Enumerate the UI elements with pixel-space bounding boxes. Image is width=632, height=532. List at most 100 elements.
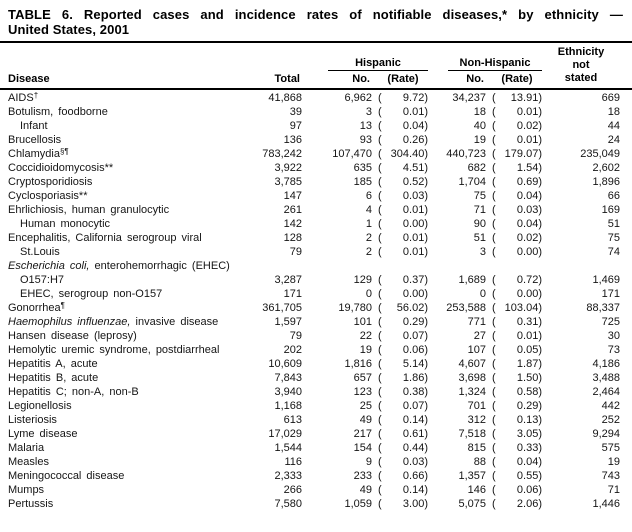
table-row: Pertussis 7,580 1,059 (3.00) 5,075 (2.06) 1,44…: [8, 498, 632, 512]
non-hispanic-rate-value: 0.58: [516, 386, 539, 398]
non-hispanic-no-cell: 51: [473, 232, 486, 244]
ethnicity-not-stated-cell: 743: [601, 470, 620, 482]
non-hispanic-no-cell: 18: [473, 106, 486, 118]
non-hispanic-rate-cell: (0.04): [492, 456, 542, 468]
hispanic-rate-cell: (0.04): [378, 120, 428, 132]
paren-close: ): [424, 428, 428, 440]
disease-name: Hepatitis B, acute: [8, 372, 99, 384]
paren-close: ): [424, 330, 428, 342]
disease-name-cell: Brucellosis: [8, 134, 252, 146]
hispanic-rate-value: 0.06: [402, 344, 425, 356]
disease-name-cell: Infant: [8, 120, 252, 132]
table-row: Encephalitis, California serogroup viral…: [8, 232, 632, 246]
disease-name-cell: Mumps: [8, 484, 252, 496]
column-group-hispanic: Hispanic No. (Rate): [302, 57, 428, 85]
disease-name-cell: Chlamydia§¶: [8, 147, 252, 160]
total-cell: 142: [283, 218, 302, 230]
hispanic-rate-cell: (0.38): [378, 386, 428, 398]
table-row: O157:H7 3,287 129 (0.37) 1,689 (0.72) 1,469: [8, 274, 632, 288]
table-title-line1: TABLE 6. Reported cases and incidence ra…: [8, 7, 623, 22]
non-hispanic-rate-value: 0.04: [516, 456, 539, 468]
hispanic-rate-cell: (0.29): [378, 316, 428, 328]
table-row: St.Louis 79 2 (0.01) 3 (0.00) 74: [8, 246, 632, 260]
paren-open: (: [378, 274, 382, 286]
table-row: Gonorrhea¶ 361,705 19,780 (56.02) 253,588 (10…: [8, 301, 632, 316]
ethnicity-not-stated-cell: 9,294: [592, 428, 620, 440]
paren-close: ): [538, 386, 542, 398]
non-hispanic-no-cell: 5,075: [458, 498, 486, 510]
ethnicity-not-stated-cell: 44: [607, 120, 620, 132]
table-row: Lyme disease 17,029 217 (0.61) 7,518 (3.05) 9,…: [8, 428, 632, 442]
non-hispanic-no-cell: 701: [467, 400, 486, 412]
non-hispanic-no-cell: 19: [473, 134, 486, 146]
disease-name: invasive disease: [130, 316, 219, 328]
paren-open: (: [378, 218, 382, 230]
non-hispanic-no-cell: 3,698: [458, 372, 486, 384]
paren-close: ): [538, 302, 542, 314]
non-hispanic-rate-value: 3.05: [516, 428, 539, 440]
paren-open: (: [378, 134, 382, 146]
paren-close: ): [538, 414, 542, 426]
total-cell: 39: [289, 106, 302, 118]
hispanic-subheaders: No. (Rate): [302, 71, 428, 85]
hispanic-rate-value: 0.29: [402, 316, 425, 328]
hispanic-rate-value: 0.61: [402, 428, 425, 440]
table-row: Haemophilus influenzae, invasive disease…: [8, 316, 632, 330]
paren-close: ): [424, 302, 428, 314]
disease-name-cell: EHEC, serogroup non-O157: [8, 288, 252, 300]
paren-open: (: [492, 344, 496, 356]
non-hispanic-no-cell: 682: [467, 162, 486, 174]
non-hispanic-rate-cell: (0.04): [492, 218, 542, 230]
table-row: Malaria 1,544 154 (0.44) 815 (0.33) 575: [8, 442, 632, 456]
table-row: Hansen disease (leprosy) 79 22 (0.07) 27 (0.0…: [8, 330, 632, 344]
non-hispanic-no-cell: 440,723: [446, 148, 486, 160]
table-row: Coccidioidomycosis** 3,922 635 (4.51) 682 (1.…: [8, 162, 632, 176]
hispanic-rate-value: 0.03: [402, 456, 425, 468]
disease-name: Infant: [20, 120, 48, 132]
disease-name-cell: Malaria: [8, 442, 252, 454]
table-row: Cyclosporiasis** 147 6 (0.03) 75 (0.04) 66: [8, 190, 632, 204]
paren-close: ): [424, 442, 428, 454]
paren-close: ): [424, 120, 428, 132]
paren-close: ): [538, 316, 542, 328]
non-hispanic-rate-cell: (13.91): [492, 92, 542, 104]
hispanic-rate-cell: (0.03): [378, 456, 428, 468]
non-hispanic-rate-value: 0.29: [516, 400, 539, 412]
paren-open: (: [378, 316, 382, 328]
non-hispanic-no-cell: 107: [467, 344, 486, 356]
hispanic-no-cell: 49: [359, 414, 372, 426]
paren-open: (: [492, 274, 496, 286]
hispanic-rate-value: 0.14: [402, 484, 425, 496]
column-header-non-hispanic-rate: (Rate): [501, 73, 533, 85]
non-hispanic-no-cell: 815: [467, 442, 486, 454]
table-row: Ehrlichiosis, human granulocytic 261 4 (0.0…: [8, 204, 632, 218]
paren-close: ): [424, 232, 428, 244]
hispanic-rate-cell: (0.01): [378, 232, 428, 244]
column-group-non-hispanic: Non-Hispanic No. (Rate): [428, 57, 542, 85]
total-cell: 17,029: [268, 428, 302, 440]
paren-close: ): [538, 274, 542, 286]
paren-close: ): [538, 162, 542, 174]
hispanic-rate-cell: (0.66): [378, 470, 428, 482]
table-row: Cryptosporidiosis 3,785 185 (0.52) 1,704 (0.6…: [8, 176, 632, 190]
total-cell: 266: [283, 484, 302, 496]
table-row: Brucellosis 136 93 (0.26) 19 (0.01) 24: [8, 134, 632, 148]
paren-open: (: [492, 204, 496, 216]
non-hispanic-rate-cell: (0.01): [492, 106, 542, 118]
hispanic-rate-cell: (0.07): [378, 330, 428, 342]
total-cell: 261: [283, 204, 302, 216]
total-cell: 2,333: [274, 470, 302, 482]
paren-open: (: [378, 302, 382, 314]
hispanic-rate-cell: (1.86): [378, 372, 428, 384]
hispanic-rate-value: 3.00: [402, 498, 425, 510]
table-row: Hepatitis B, acute 7,843 657 (1.86) 3,698 (1.…: [8, 372, 632, 386]
hispanic-rate-value: 1.86: [402, 372, 425, 384]
column-group-non-hispanic-label: Non-Hispanic: [448, 57, 542, 71]
total-cell: 97: [289, 120, 302, 132]
hispanic-rate-value: 0.66: [402, 470, 425, 482]
hispanic-rate-value: 304.40: [390, 148, 425, 160]
disease-name-cell: Human monocytic: [8, 218, 252, 230]
non-hispanic-no-cell: 253,588: [446, 302, 486, 314]
disease-name-cell: Meningococcal disease: [8, 470, 252, 482]
paren-open: (: [378, 106, 382, 118]
